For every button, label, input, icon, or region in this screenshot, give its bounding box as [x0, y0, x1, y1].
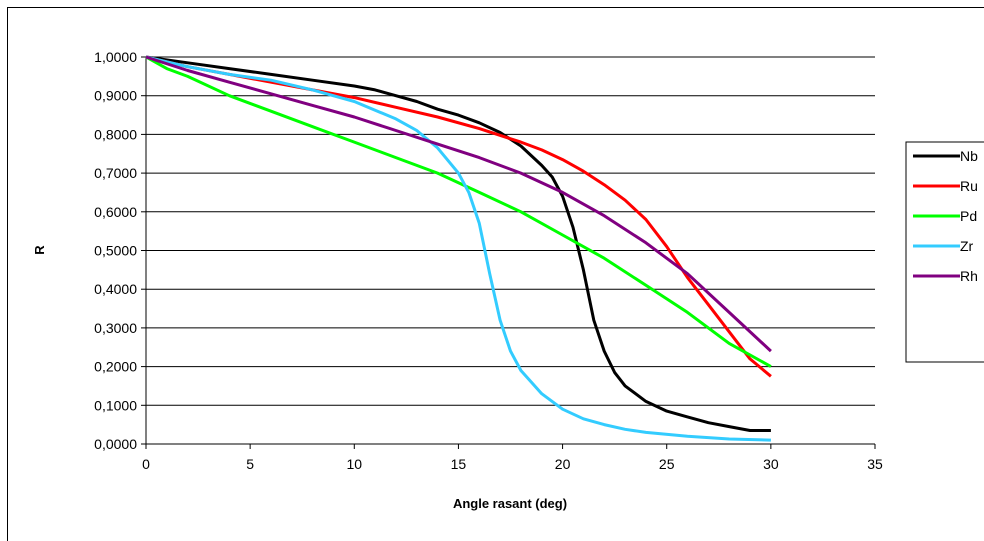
- y-tick-label: 0,4000: [94, 281, 137, 297]
- y-tick-label: 0,9000: [94, 88, 137, 104]
- x-tick-label: 30: [763, 456, 779, 472]
- y-tick-label: 1,0000: [94, 49, 137, 65]
- x-tick-label: 0: [142, 456, 150, 472]
- legend-label-zr: Zr: [960, 238, 974, 254]
- legend-label-ru: Ru: [960, 178, 978, 194]
- axes: [141, 56, 876, 449]
- x-tick-label: 35: [867, 456, 883, 472]
- legend: Nb Ru Pd Zr Rh: [905, 141, 984, 363]
- y-tick-label: 0,3000: [94, 320, 137, 336]
- legend-box: [905, 141, 984, 363]
- series-line-rh: [145, 55, 772, 353]
- series-lines: [145, 55, 772, 442]
- x-tick-label: 20: [555, 456, 571, 472]
- y-tick-label: 0,8000: [94, 126, 137, 142]
- x-tick-label: 15: [451, 456, 467, 472]
- x-tick-labels: 0 5 10 15 20 25 30 35: [142, 456, 883, 472]
- gridlines: [146, 56, 875, 406]
- series-line-nb: [145, 55, 771, 432]
- x-tick-label: 5: [246, 456, 254, 472]
- y-tick-label: 0,1000: [94, 397, 137, 413]
- series-line-pd: [145, 55, 772, 368]
- x-axis-title: Angle rasant (deg): [453, 496, 567, 511]
- x-tick-label: 25: [659, 456, 675, 472]
- legend-label-nb: Nb: [960, 148, 978, 164]
- y-tick-label: 0,2000: [94, 359, 137, 375]
- x-tick-label: 10: [346, 456, 362, 472]
- y-tick-label: 0,0000: [94, 436, 137, 452]
- y-tick-labels: 0,0000 0,1000 0,2000 0,3000 0,4000 0,5000 0,60…: [94, 49, 137, 452]
- legend-label-rh: Rh: [960, 268, 978, 284]
- series-line-zr: [145, 55, 771, 442]
- legend-label-pd: Pd: [960, 208, 977, 224]
- y-tick-label: 0,7000: [94, 165, 137, 181]
- y-tick-label: 0,6000: [94, 204, 137, 220]
- y-axis-title: R: [32, 245, 47, 255]
- y-tick-label: 0,5000: [94, 243, 137, 259]
